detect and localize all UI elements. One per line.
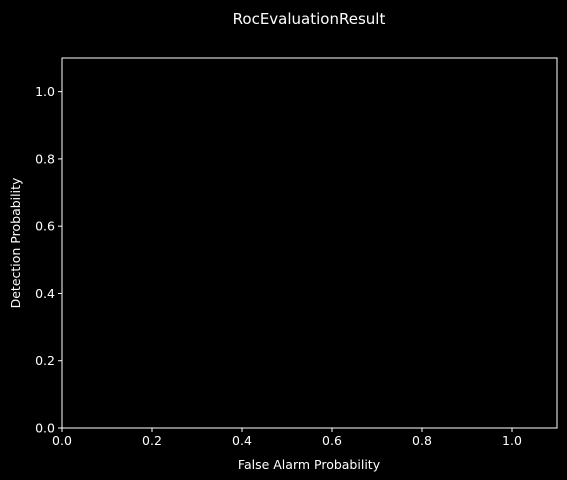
x-axis-label: False Alarm Probability bbox=[238, 457, 381, 472]
x-tick-label: 0.2 bbox=[142, 433, 162, 448]
x-tick-label: 0.8 bbox=[412, 433, 432, 448]
y-tick-label: 0.8 bbox=[35, 151, 55, 166]
plot-area bbox=[61, 57, 558, 429]
y-axis-label: Detection Probability bbox=[8, 177, 23, 308]
x-axis-ticks: 0.0 0.2 0.4 0.6 0.8 1.0 bbox=[52, 428, 522, 448]
y-axis-ticks: 0.0 0.2 0.4 0.6 0.8 1.0 bbox=[35, 84, 62, 436]
x-tick-label: 1.0 bbox=[502, 433, 522, 448]
y-tick-label: 0.6 bbox=[35, 219, 55, 234]
y-tick-label: 0.4 bbox=[35, 286, 55, 301]
y-tick-label: 0.2 bbox=[35, 353, 55, 368]
y-tick-label: 1.0 bbox=[35, 84, 55, 99]
x-tick-label: 0.6 bbox=[322, 433, 342, 448]
chart-title: RocEvaluationResult bbox=[233, 10, 386, 28]
x-tick-label: 0.4 bbox=[232, 433, 252, 448]
y-tick-label: 0.0 bbox=[35, 421, 55, 436]
x-tick-label: 0.0 bbox=[52, 433, 72, 448]
